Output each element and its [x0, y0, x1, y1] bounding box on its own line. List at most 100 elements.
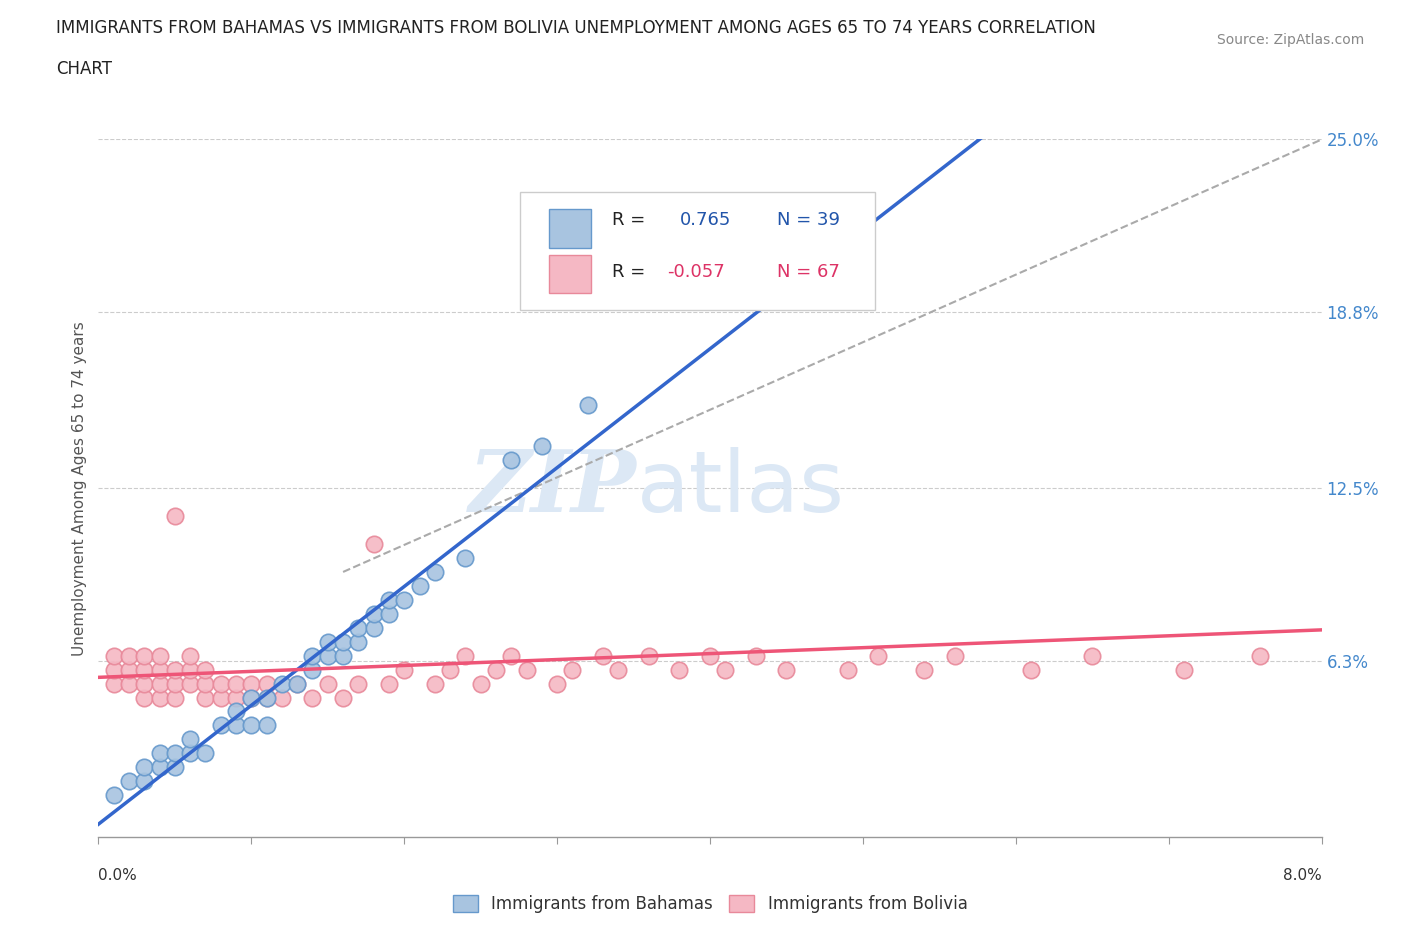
Point: [209, 690, 232, 705]
Point: [332, 648, 354, 663]
Point: [149, 746, 172, 761]
Point: [149, 662, 172, 677]
Text: ZIP: ZIP: [468, 446, 637, 530]
Point: [1249, 648, 1271, 663]
Point: [134, 648, 156, 663]
Point: [576, 397, 599, 412]
Text: -0.057: -0.057: [668, 263, 725, 281]
Text: 0.765: 0.765: [679, 211, 731, 229]
Text: CHART: CHART: [56, 60, 112, 78]
Point: [149, 690, 172, 705]
Point: [347, 634, 370, 649]
Point: [1173, 662, 1195, 677]
Point: [790, 286, 813, 300]
Point: [270, 690, 294, 705]
Point: [530, 439, 553, 454]
Point: [668, 662, 690, 677]
FancyBboxPatch shape: [548, 255, 592, 293]
Point: [607, 662, 630, 677]
Text: Source: ZipAtlas.com: Source: ZipAtlas.com: [1216, 33, 1364, 46]
FancyBboxPatch shape: [520, 192, 875, 311]
Point: [316, 648, 339, 663]
Point: [423, 676, 446, 691]
Point: [163, 746, 186, 761]
Point: [149, 760, 172, 775]
Point: [118, 774, 141, 789]
Point: [270, 676, 294, 691]
Point: [134, 676, 156, 691]
Point: [363, 606, 385, 621]
Point: [225, 718, 247, 733]
Point: [912, 662, 935, 677]
Point: [423, 565, 446, 579]
Point: [301, 690, 323, 705]
Point: [392, 662, 416, 677]
Point: [118, 676, 141, 691]
Point: [163, 676, 186, 691]
Point: [1019, 662, 1042, 677]
Point: [332, 634, 354, 649]
Point: [943, 648, 966, 663]
Point: [316, 676, 339, 691]
Point: [470, 676, 492, 691]
Point: [179, 676, 201, 691]
Point: [516, 662, 538, 677]
Point: [149, 648, 172, 663]
Point: [179, 662, 201, 677]
Point: [775, 662, 797, 677]
Point: [378, 676, 401, 691]
Text: R =: R =: [612, 211, 651, 229]
Point: [256, 690, 278, 705]
Point: [209, 718, 232, 733]
Point: [439, 662, 461, 677]
Point: [179, 732, 201, 747]
Point: [347, 676, 370, 691]
Y-axis label: Unemployment Among Ages 65 to 74 years: Unemployment Among Ages 65 to 74 years: [72, 321, 87, 656]
Point: [392, 592, 416, 607]
Text: atlas: atlas: [637, 446, 845, 530]
Point: [546, 676, 568, 691]
Point: [363, 620, 385, 635]
Point: [714, 662, 737, 677]
FancyBboxPatch shape: [548, 209, 592, 247]
Point: [301, 648, 323, 663]
Point: [501, 453, 523, 468]
Point: [225, 704, 247, 719]
Point: [225, 690, 247, 705]
Point: [103, 662, 125, 677]
Point: [194, 662, 217, 677]
Point: [316, 634, 339, 649]
Legend: Immigrants from Bahamas, Immigrants from Bolivia: Immigrants from Bahamas, Immigrants from…: [446, 888, 974, 920]
Point: [179, 746, 201, 761]
Point: [163, 662, 186, 677]
Point: [592, 648, 614, 663]
Point: [240, 676, 263, 691]
Point: [332, 690, 354, 705]
Point: [134, 760, 156, 775]
Point: [194, 746, 217, 761]
Point: [118, 662, 141, 677]
Point: [194, 676, 217, 691]
Text: 0.0%: 0.0%: [98, 869, 138, 883]
Text: N = 67: N = 67: [778, 263, 841, 281]
Point: [134, 774, 156, 789]
Point: [285, 676, 308, 691]
Point: [347, 620, 370, 635]
Point: [454, 648, 477, 663]
Text: IMMIGRANTS FROM BAHAMAS VS IMMIGRANTS FROM BOLIVIA UNEMPLOYMENT AMONG AGES 65 TO: IMMIGRANTS FROM BAHAMAS VS IMMIGRANTS FR…: [56, 19, 1097, 36]
Point: [240, 718, 263, 733]
Point: [485, 662, 508, 677]
Point: [837, 662, 859, 677]
Text: R =: R =: [612, 263, 651, 281]
Point: [1081, 648, 1104, 663]
Point: [256, 718, 278, 733]
Point: [134, 690, 156, 705]
Point: [103, 648, 125, 663]
Point: [408, 578, 430, 593]
Point: [179, 648, 201, 663]
Point: [363, 537, 385, 551]
Point: [699, 648, 721, 663]
Point: [454, 551, 477, 565]
Point: [561, 662, 583, 677]
Point: [103, 676, 125, 691]
